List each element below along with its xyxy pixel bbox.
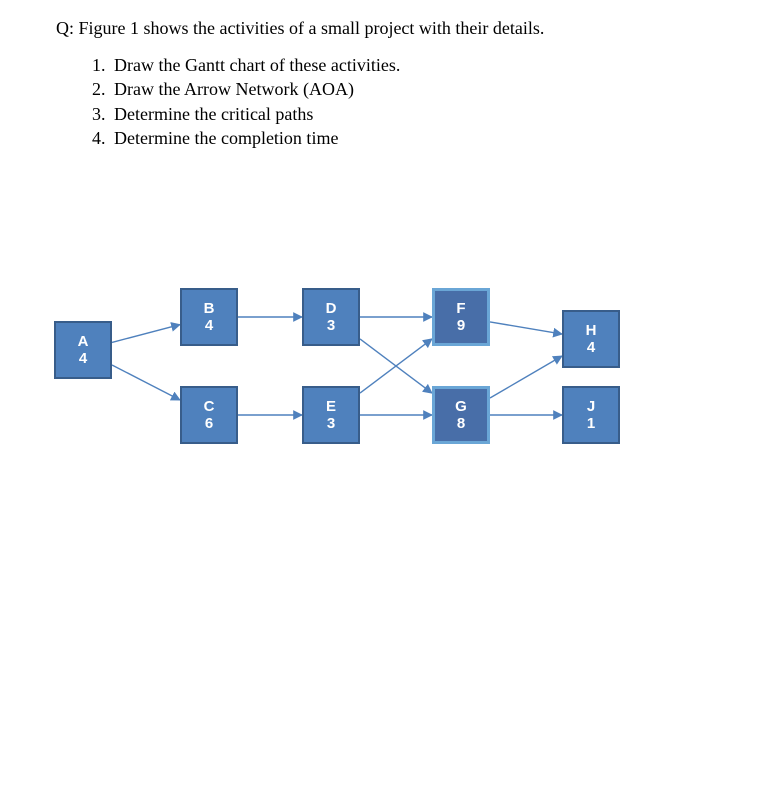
edge-f-h xyxy=(490,322,562,334)
activity-node-c: C6 xyxy=(180,386,238,444)
activity-label: J xyxy=(587,398,595,415)
activity-label: C xyxy=(204,398,215,415)
activity-duration: 8 xyxy=(457,415,465,432)
activity-label: D xyxy=(326,300,337,317)
activity-duration: 3 xyxy=(327,317,335,334)
list-item: 2. Draw the Arrow Network (AOA) xyxy=(92,77,727,101)
activity-label: A xyxy=(78,333,89,350)
list-number: 1. xyxy=(92,53,114,77)
edge-a-b xyxy=(112,325,180,343)
activity-duration: 4 xyxy=(205,317,213,334)
activity-node-j: J1 xyxy=(562,386,620,444)
list-text: Draw the Gantt chart of these activities… xyxy=(114,53,400,77)
activity-node-b: B4 xyxy=(180,288,238,346)
list-number: 3. xyxy=(92,102,114,126)
activity-label: G xyxy=(455,398,467,415)
activity-node-g: G8 xyxy=(432,386,490,444)
question-line: Q: Figure 1 shows the activities of a sm… xyxy=(56,18,727,39)
activity-node-e: E3 xyxy=(302,386,360,444)
activity-label: H xyxy=(586,322,597,339)
task-list: 1. Draw the Gantt chart of these activit… xyxy=(92,53,727,150)
activity-label: B xyxy=(204,300,215,317)
question-text: Figure 1 shows the activities of a small… xyxy=(79,18,545,38)
activity-duration: 4 xyxy=(587,339,595,356)
activity-duration: 1 xyxy=(587,415,595,432)
activity-node-a: A4 xyxy=(54,321,112,379)
list-number: 4. xyxy=(92,126,114,150)
edge-d-g xyxy=(360,339,432,393)
list-text: Draw the Arrow Network (AOA) xyxy=(114,77,354,101)
list-number: 2. xyxy=(92,77,114,101)
activity-duration: 3 xyxy=(327,415,335,432)
list-item: 1. Draw the Gantt chart of these activit… xyxy=(92,53,727,77)
activity-label: E xyxy=(326,398,336,415)
edge-g-h xyxy=(490,356,562,398)
question-prefix: Q: xyxy=(56,18,74,38)
activity-duration: 4 xyxy=(79,350,87,367)
list-item: 3. Determine the critical paths xyxy=(92,102,727,126)
activity-node-f: F9 xyxy=(432,288,490,346)
activity-duration: 9 xyxy=(457,317,465,334)
edge-a-c xyxy=(112,365,180,400)
list-text: Determine the completion time xyxy=(114,126,338,150)
activity-label: F xyxy=(456,300,465,317)
list-item: 4. Determine the completion time xyxy=(92,126,727,150)
edge-e-f xyxy=(360,339,432,393)
activity-node-d: D3 xyxy=(302,288,360,346)
activity-duration: 6 xyxy=(205,415,213,432)
list-text: Determine the critical paths xyxy=(114,102,313,126)
activity-node-h: H4 xyxy=(562,310,620,368)
